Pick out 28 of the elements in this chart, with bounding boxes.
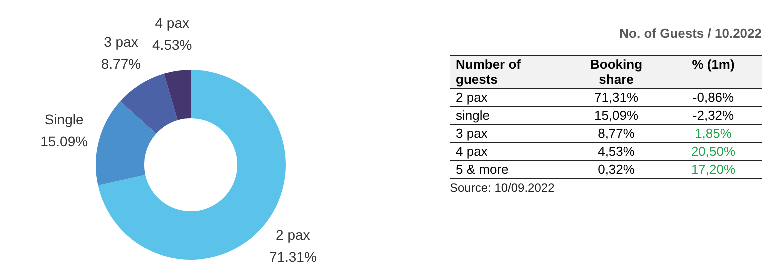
category-label: single bbox=[450, 106, 568, 124]
data-label: 15,09% bbox=[568, 106, 666, 124]
data-label: 8,77% bbox=[568, 124, 666, 142]
data-label: 17,20% bbox=[665, 160, 762, 178]
data-label: 20,50% bbox=[665, 142, 762, 160]
category-label: 5 & more bbox=[450, 160, 568, 178]
slice-label: Single bbox=[44, 112, 84, 128]
data-label: 71,31% bbox=[568, 88, 666, 106]
data-label: 0,32% bbox=[568, 160, 666, 178]
data-label: -2,32% bbox=[665, 106, 762, 124]
data-label: 71.31% bbox=[269, 248, 317, 265]
data-label: 8.77% bbox=[101, 56, 142, 72]
data-label: 1,85% bbox=[665, 124, 762, 142]
data-label: 4.53% bbox=[152, 37, 192, 54]
slice-label: 4 pax bbox=[155, 15, 190, 32]
slice-label: 2 pax bbox=[276, 226, 310, 243]
data-label: -0,86% bbox=[665, 88, 762, 106]
text: % (1m) bbox=[665, 56, 762, 88]
category-label: 4 pax bbox=[450, 142, 568, 160]
category-label: 2 pax bbox=[450, 88, 568, 106]
data-label: 4,53% bbox=[568, 142, 666, 160]
text: No. of Guests / 10.2022 bbox=[618, 26, 762, 41]
data-label: 15.09% bbox=[40, 134, 88, 150]
category-label: 3 pax bbox=[450, 124, 568, 142]
source-note: Source: 10/09.2022 bbox=[450, 181, 556, 195]
text: Booking share bbox=[568, 56, 666, 88]
slice-label: 3 pax bbox=[104, 34, 138, 50]
text: Number of guests bbox=[450, 56, 568, 88]
